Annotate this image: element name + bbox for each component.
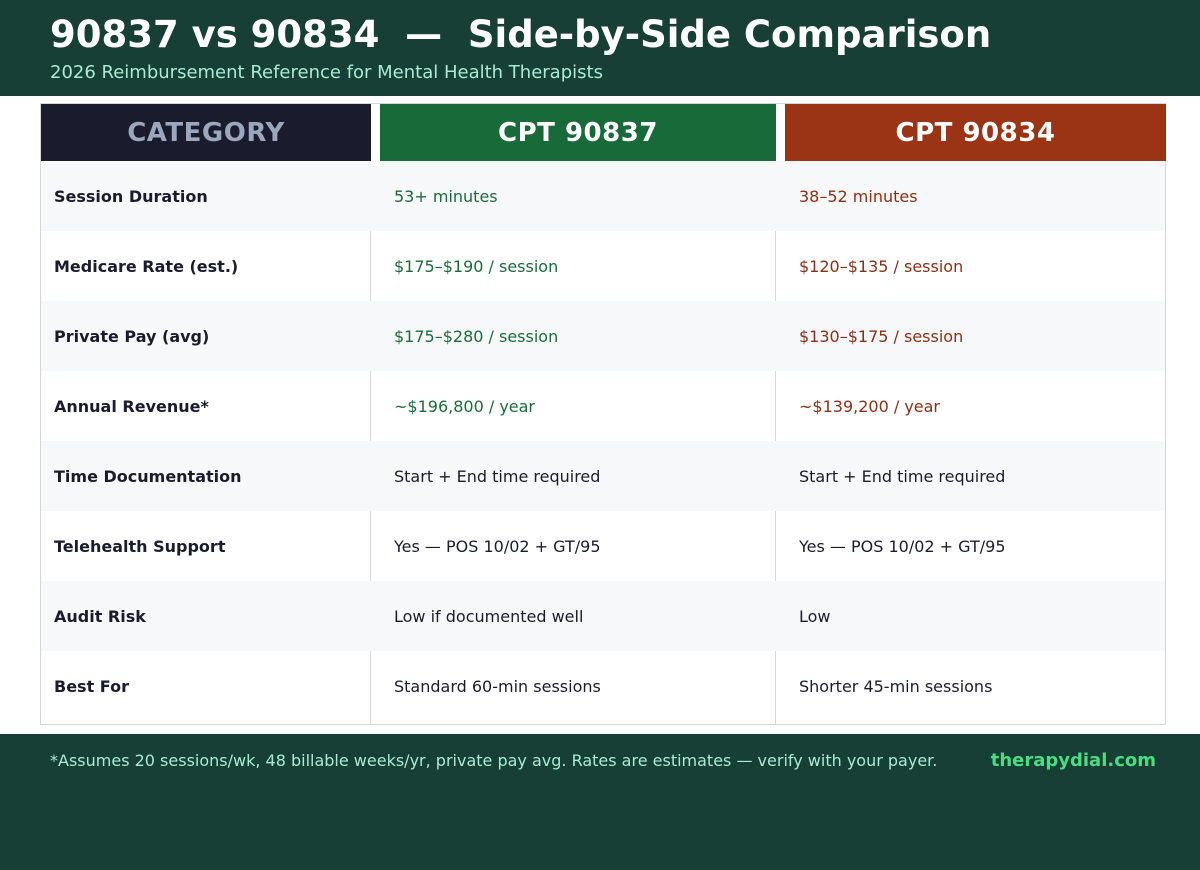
- cpt-90837-value: Yes — POS 10/02 + GT/95: [394, 536, 601, 556]
- cpt-90837-value: $175–$280 / session: [394, 326, 559, 346]
- cpt-90834-value: Start + End time required: [799, 466, 1006, 486]
- cpt-90837-value: Standard 60-min sessions: [394, 676, 601, 696]
- cpt-90834-value: $120–$135 / session: [799, 256, 964, 276]
- cpt-90834-value: Shorter 45-min sessions: [799, 676, 993, 696]
- row-label: Medicare Rate (est.): [54, 256, 239, 276]
- page-subtitle: 2026 Reimbursement Reference for Mental …: [50, 62, 603, 83]
- column-header-cpt-90837: CPT 90837: [380, 104, 776, 161]
- cpt-90834-value: 38–52 minutes: [799, 186, 918, 206]
- cpt-90837-value: 53+ minutes: [394, 186, 498, 206]
- row-label: Session Duration: [54, 186, 208, 206]
- page-title: 90837 vs 90834 — Side-by-Side Comparison: [50, 13, 992, 56]
- cpt-90834-value: Low: [799, 606, 831, 626]
- cpt-90834-value: $130–$175 / session: [799, 326, 964, 346]
- column-header-cpt-90834: CPT 90834: [785, 104, 1166, 161]
- cpt-90837-value: $175–$190 / session: [394, 256, 559, 276]
- page-footer: *Assumes 20 sessions/wk, 48 billable wee…: [0, 734, 1200, 870]
- table-row: Time Documentation Start + End time requ…: [41, 441, 1165, 511]
- comparison-table: CATEGORY CPT 90837 CPT 90834 Session Dur…: [40, 103, 1166, 725]
- row-label: Audit Risk: [54, 606, 146, 626]
- cpt-90834-value: Yes — POS 10/02 + GT/95: [799, 536, 1006, 556]
- column-divider: [775, 104, 776, 724]
- cpt-90834-value: ~$139,200 / year: [799, 396, 941, 416]
- table-row: Audit Risk Low if documented well Low: [41, 581, 1165, 651]
- row-label: Annual Revenue*: [54, 396, 209, 416]
- table-row: Best For Standard 60-min sessions Shorte…: [41, 651, 1165, 721]
- column-divider: [370, 104, 371, 724]
- brand-link[interactable]: therapydial.com: [990, 750, 1156, 771]
- row-label: Time Documentation: [54, 466, 242, 486]
- cpt-90837-value: Low if documented well: [394, 606, 584, 626]
- row-label: Private Pay (avg): [54, 326, 210, 346]
- table-row: Private Pay (avg) $175–$280 / session $1…: [41, 301, 1165, 371]
- row-label: Telehealth Support: [54, 536, 226, 556]
- table-row: Telehealth Support Yes — POS 10/02 + GT/…: [41, 511, 1165, 581]
- table-row: Medicare Rate (est.) $175–$190 / session…: [41, 231, 1165, 301]
- cpt-90837-value: Start + End time required: [394, 466, 601, 486]
- cpt-90837-value: ~$196,800 / year: [394, 396, 536, 416]
- row-label: Best For: [54, 676, 129, 696]
- page-header: 90837 vs 90834 — Side-by-Side Comparison…: [0, 0, 1200, 96]
- table-row: Annual Revenue* ~$196,800 / year ~$139,2…: [41, 371, 1165, 441]
- table-row: Session Duration 53+ minutes 38–52 minut…: [41, 161, 1165, 231]
- footnote: *Assumes 20 sessions/wk, 48 billable wee…: [50, 751, 938, 770]
- column-header-category: CATEGORY: [41, 104, 371, 161]
